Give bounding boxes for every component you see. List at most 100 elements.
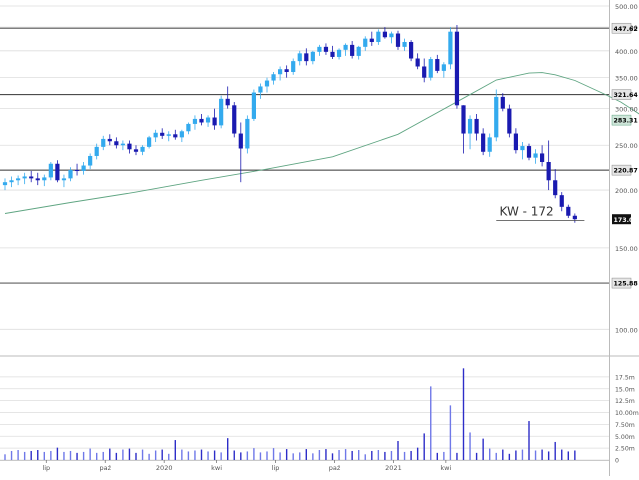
x-tick-label: lip bbox=[272, 464, 280, 472]
candle-down bbox=[330, 51, 335, 57]
candles bbox=[2, 24, 577, 223]
candle-down bbox=[133, 149, 139, 152]
volume-bar bbox=[305, 449, 307, 460]
volume-bar bbox=[168, 453, 170, 460]
volume-bar bbox=[299, 452, 301, 460]
volume-bar bbox=[4, 454, 6, 460]
level-label: 220.87 bbox=[614, 168, 638, 175]
candle-down bbox=[546, 161, 551, 181]
price-tick-label: 150.00 bbox=[615, 245, 638, 253]
volume-bar bbox=[200, 449, 203, 460]
x-tick-label: kwi bbox=[440, 464, 451, 472]
candle-up bbox=[389, 33, 394, 38]
volume-bar bbox=[534, 450, 537, 460]
candle-up bbox=[48, 163, 53, 178]
candle-up bbox=[402, 41, 407, 47]
candle-up bbox=[42, 177, 47, 181]
volume-bar bbox=[443, 451, 445, 460]
price-tick-label: 400.00 bbox=[615, 48, 638, 56]
volume-bar bbox=[56, 447, 59, 460]
candle-up bbox=[94, 146, 99, 156]
volume-bar bbox=[430, 386, 432, 460]
volume-tick-label: 7.50m bbox=[615, 422, 635, 429]
volume-bar bbox=[50, 450, 52, 460]
volume-bar bbox=[141, 449, 144, 460]
candle-up bbox=[310, 51, 315, 62]
volume-bar bbox=[240, 452, 242, 460]
candle-up bbox=[205, 117, 211, 123]
candle-down bbox=[435, 59, 440, 71]
candle-up bbox=[61, 178, 67, 181]
volume-bar bbox=[148, 453, 150, 460]
volume-bar bbox=[10, 450, 13, 460]
level-label: 125.88 bbox=[614, 281, 638, 288]
volume-bar bbox=[469, 432, 471, 460]
volume-bar bbox=[358, 450, 360, 460]
support-resistance-levels bbox=[0, 27, 609, 284]
volume-bar bbox=[122, 449, 124, 460]
candle-down bbox=[107, 138, 112, 142]
candle-up bbox=[140, 146, 145, 152]
candle-down bbox=[474, 118, 479, 134]
axes: 500.00450.00400.00350.00300.00250.00200.… bbox=[0, 3, 639, 472]
volume-bar bbox=[528, 421, 530, 460]
candle-up bbox=[356, 46, 361, 56]
candle-up bbox=[81, 165, 86, 171]
candle-up bbox=[441, 64, 446, 71]
candle-down bbox=[114, 141, 119, 146]
candle-up bbox=[186, 123, 191, 132]
volume-bar bbox=[82, 451, 85, 460]
candle-down bbox=[572, 215, 577, 220]
volume-bar bbox=[187, 451, 190, 460]
candle-up bbox=[219, 98, 224, 126]
candle-up bbox=[278, 69, 283, 75]
candle-up bbox=[428, 59, 433, 78]
candle-up bbox=[192, 118, 198, 124]
volume-bar bbox=[384, 451, 386, 460]
volume-bar bbox=[96, 452, 98, 460]
ma-label-box bbox=[611, 114, 632, 126]
volume-tick-label: 17.5m bbox=[615, 374, 635, 381]
volume-bar bbox=[312, 453, 314, 460]
volume-bar bbox=[574, 450, 576, 460]
price-tick-label: 200.00 bbox=[615, 187, 638, 195]
ma-label: 283.31 bbox=[614, 118, 638, 125]
price-annotation: KW - 172 bbox=[496, 204, 585, 221]
x-tick-label: 2020 bbox=[156, 464, 173, 472]
candle-up bbox=[363, 38, 368, 47]
volume-bar bbox=[285, 449, 288, 460]
current-price-box bbox=[612, 214, 631, 225]
candle-down bbox=[225, 98, 230, 106]
candle-down bbox=[553, 180, 558, 196]
candle-down bbox=[212, 117, 217, 126]
candle-up bbox=[258, 86, 263, 93]
candle-up bbox=[9, 180, 14, 183]
volume-bar bbox=[449, 405, 452, 460]
volume-bar bbox=[174, 440, 176, 460]
candle-up bbox=[2, 182, 8, 186]
volume-bar bbox=[102, 451, 104, 460]
candle-up bbox=[166, 134, 171, 136]
price-tick-label: 500.00 bbox=[615, 3, 638, 11]
candle-down bbox=[559, 195, 564, 207]
volume-bar bbox=[115, 452, 118, 460]
candle-up bbox=[88, 155, 93, 166]
candle-up bbox=[147, 137, 152, 147]
candle-down bbox=[232, 105, 237, 134]
level-label: 447.62 bbox=[614, 26, 638, 33]
candle-up bbox=[533, 153, 538, 158]
volume-bar bbox=[567, 451, 569, 460]
volume-bar bbox=[213, 450, 216, 460]
candle-down bbox=[500, 96, 505, 109]
volume-bar bbox=[495, 452, 497, 460]
volume-gridlines bbox=[0, 376, 609, 461]
volume-bar bbox=[521, 449, 524, 460]
volume-bar bbox=[272, 448, 275, 460]
volume-bar bbox=[259, 452, 262, 460]
volume-bar bbox=[246, 451, 249, 460]
volume-bar bbox=[344, 449, 347, 460]
candle-up bbox=[291, 61, 296, 72]
